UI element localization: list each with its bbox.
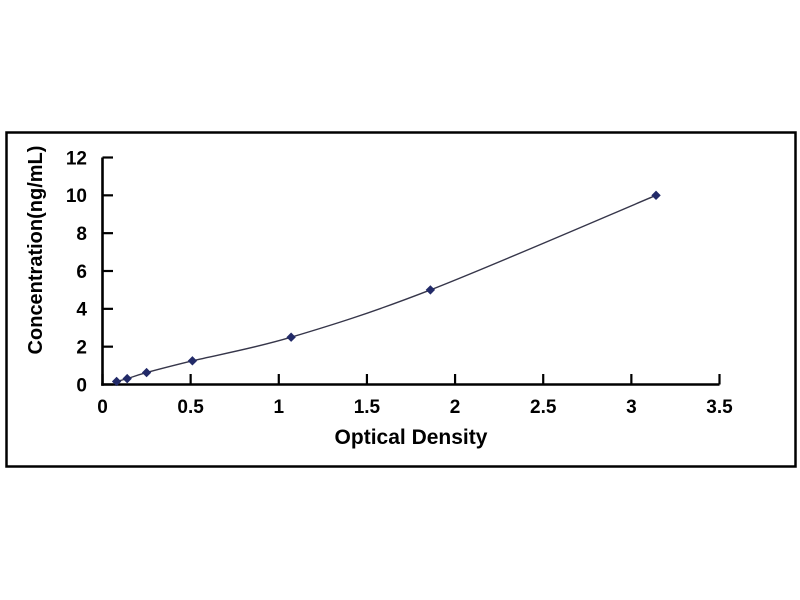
data-point-marker [122, 373, 132, 384]
standard-curve-line [116, 194, 657, 383]
x-axis-title: Optical Density [335, 426, 488, 449]
x-tick-label: 0 [97, 397, 108, 418]
y-tick-label: 4 [76, 300, 87, 321]
x-tick-label: 0.5 [177, 397, 204, 418]
data-point-marker [111, 376, 122, 387]
data-point-marker [425, 285, 436, 295]
data-point-marker [651, 190, 661, 201]
y-tick-label: 10 [66, 186, 87, 207]
x-tick-label: 1.5 [354, 397, 381, 418]
data-point-markers [111, 190, 661, 387]
y-tick-label: 2 [76, 337, 87, 358]
y-tick-label: 12 [66, 148, 87, 169]
x-tick-label: 2.5 [530, 397, 557, 418]
x-tick-label: 3.5 [706, 397, 733, 418]
y-axis-title: Concentration(ng/mL) [25, 146, 47, 355]
data-point-marker [286, 332, 296, 342]
y-tick-label: 0 [76, 375, 87, 396]
x-tick-label: 2 [450, 397, 461, 418]
chart-frame [5, 131, 797, 468]
y-axis-ticks: 0 2 4 6 8 10 12 [66, 148, 113, 396]
data-point-marker [187, 356, 198, 366]
x-tick-label: 3 [626, 397, 637, 418]
y-tick-label: 6 [76, 262, 87, 283]
x-tick-label: 1 [273, 397, 284, 418]
y-tick-label: 8 [76, 224, 87, 245]
data-point-marker [141, 367, 152, 378]
x-axis-ticks: 0 0.5 1 1.5 2 2.5 3 3.5 [97, 374, 733, 418]
